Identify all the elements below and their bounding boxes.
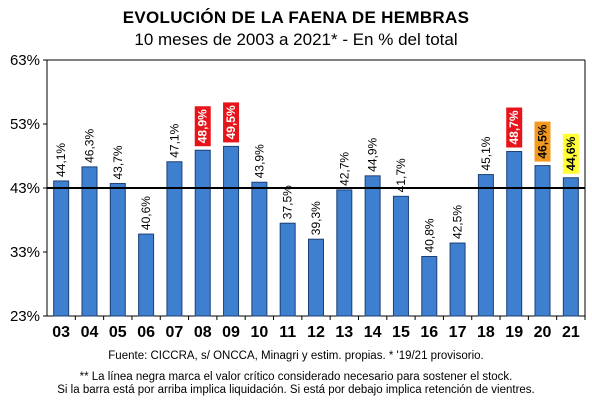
data-label-11: 37,5% [281, 185, 295, 219]
footnote-line-2: Si la barra está por arriba implica liqu… [57, 384, 535, 396]
x-tick-label-09: 09 [222, 324, 240, 341]
bar-08 [194, 149, 211, 317]
data-label-05: 43,7% [111, 145, 125, 179]
data-label-09: 49,5% [224, 105, 238, 139]
x-tick-label-15: 15 [392, 324, 410, 341]
data-label-03: 44,1% [54, 143, 68, 177]
x-tick-label-21: 21 [562, 324, 580, 341]
x-tick-label-10: 10 [250, 324, 268, 341]
bar-04 [81, 166, 98, 317]
x-tick-label-17: 17 [449, 324, 467, 341]
bar-19 [506, 151, 523, 317]
data-label-20: 46,5% [536, 124, 550, 158]
bar-12 [308, 238, 324, 317]
data-label-04: 46,3% [82, 129, 96, 163]
bar-09 [223, 145, 240, 317]
x-tick-label-03: 03 [52, 324, 70, 341]
data-label-box-09 [223, 102, 240, 143]
x-tick-label-06: 06 [137, 324, 155, 341]
bar-16 [421, 255, 438, 317]
bar-10 [251, 181, 268, 317]
y-tick-label: 33% [10, 244, 40, 261]
bar-17 [449, 242, 466, 317]
x-tick-label-05: 05 [109, 324, 127, 341]
x-tick-label-14: 14 [364, 324, 382, 341]
data-label-08: 48,9% [196, 109, 210, 143]
data-label-13: 42,7% [337, 152, 351, 186]
bar-20 [534, 165, 551, 317]
x-tick-label-12: 12 [307, 324, 325, 341]
bar-15 [392, 195, 409, 317]
data-label-14: 44,9% [366, 137, 380, 171]
bar-03 [53, 180, 70, 317]
bar-06 [138, 233, 155, 317]
bar-07 [166, 161, 183, 317]
source-note: Fuente: CICCRA, s/ ONCCA, Minagri y esti… [108, 350, 484, 362]
x-tick-label-07: 07 [166, 324, 184, 341]
data-label-15: 41,7% [394, 158, 408, 192]
y-tick-label: 63% [10, 52, 40, 69]
data-label-box-20 [534, 121, 551, 162]
data-label-18: 45,1% [479, 136, 493, 170]
bar-13 [336, 189, 353, 317]
bar-11 [279, 222, 296, 317]
bar-21 [562, 177, 579, 317]
y-tick-label: 23% [10, 308, 40, 325]
x-tick-label-08: 08 [194, 324, 212, 341]
data-label-12: 39,3% [309, 201, 323, 235]
bar-18 [477, 174, 494, 317]
footnote-line-1: ** La línea negra marca el valor crítico… [79, 371, 513, 383]
x-tick-label-11: 11 [279, 324, 296, 341]
data-label-box-19 [506, 107, 523, 148]
x-tick-label-19: 19 [505, 324, 523, 341]
data-label-06: 40,6% [139, 196, 153, 230]
data-label-07: 47,1% [167, 123, 181, 157]
bar-05 [109, 183, 126, 317]
y-tick-label: 53% [10, 116, 40, 133]
data-label-box-21 [562, 133, 579, 174]
bar-14 [364, 175, 381, 317]
x-tick-label-18: 18 [477, 324, 495, 341]
data-label-16: 40,8% [422, 218, 436, 252]
data-label-17: 42,5% [451, 205, 465, 239]
chart-subtitle: 10 meses de 2003 a 2021* - En % del tota… [134, 30, 458, 49]
x-tick-label-16: 16 [420, 324, 438, 341]
data-label-box-08 [194, 106, 211, 147]
chart-title: EVOLUCIÓN DE LA FAENA DE HEMBRAS [122, 8, 470, 27]
data-label-21: 44,6% [564, 136, 578, 170]
y-tick-label: 43% [10, 180, 40, 197]
data-label-19: 48,7% [507, 110, 521, 144]
data-label-10: 43,9% [252, 144, 266, 178]
x-tick-label-20: 20 [534, 324, 552, 341]
x-tick-label-04: 04 [81, 324, 99, 341]
x-tick-label-13: 13 [335, 324, 353, 341]
